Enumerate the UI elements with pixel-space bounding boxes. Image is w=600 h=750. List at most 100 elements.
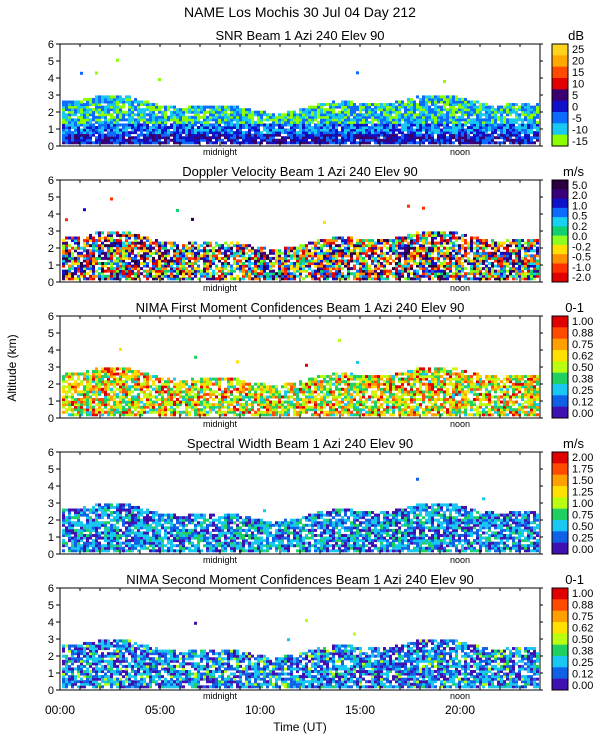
heatmap-cell: [167, 108, 170, 112]
heatmap-cell: [326, 103, 329, 107]
heatmap-cell: [65, 131, 68, 135]
heatmap-cell: [197, 133, 200, 137]
heatmap-cell: [296, 251, 299, 255]
heatmap-cell: [128, 267, 131, 271]
heatmap-cell: [449, 120, 452, 124]
heatmap-cell: [431, 269, 434, 273]
heatmap-cell: [392, 128, 395, 132]
heatmap-cell: [158, 78, 161, 82]
heatmap-cell: [137, 108, 140, 112]
heatmap-cell: [149, 254, 152, 258]
heatmap-cell: [491, 133, 494, 137]
heatmap-cell: [467, 115, 470, 119]
heatmap-cell: [74, 123, 77, 127]
heatmap-cell: [443, 259, 446, 263]
heatmap-cell: [194, 110, 197, 114]
heatmap-cell: [257, 126, 260, 129]
heatmap-cell: [371, 128, 374, 132]
heatmap-cell: [335, 131, 338, 135]
heatmap-cell: [401, 133, 404, 137]
heatmap-cell: [245, 131, 248, 135]
heatmap-cell: [335, 120, 338, 124]
heatmap-cell: [188, 126, 191, 129]
heatmap-cell: [410, 131, 413, 135]
heatmap-cell: [371, 120, 374, 124]
heatmap-cell: [116, 400, 119, 404]
heatmap-cell: [116, 58, 119, 62]
heatmap-cell: [494, 251, 497, 255]
heatmap-cell: [347, 105, 350, 109]
heatmap-cell: [224, 251, 227, 255]
heatmap-cell: [254, 138, 257, 142]
heatmap-cell: [515, 128, 518, 132]
heatmap-cell: [143, 100, 146, 104]
heatmap-cell: [344, 274, 347, 278]
heatmap-cell: [89, 136, 92, 140]
heatmap-cell: [62, 115, 65, 119]
heatmap-cell: [386, 123, 389, 127]
colorbar-label: -1.0: [572, 262, 591, 274]
heatmap-cell: [134, 113, 137, 117]
heatmap-cell: [203, 249, 206, 253]
heatmap-cell: [338, 110, 341, 114]
heatmap-cell: [530, 113, 533, 117]
heatmap-cell: [110, 254, 113, 258]
heatmap-cell: [383, 272, 386, 276]
heatmap-cell: [311, 269, 314, 273]
heatmap-cell: [533, 123, 536, 127]
heatmap-cell: [365, 136, 368, 140]
heatmap-cell: [65, 113, 68, 117]
heatmap-cell: [404, 113, 407, 117]
heatmap-cell: [380, 115, 383, 119]
heatmap-cell: [347, 236, 350, 240]
heatmap-cell: [269, 113, 272, 117]
heatmap-cell: [449, 136, 452, 140]
heatmap-cell: [80, 251, 83, 255]
heatmap-cell: [104, 123, 107, 127]
heatmap-cell: [515, 267, 518, 271]
heatmap-cell: [71, 395, 74, 399]
heatmap-cell: [449, 128, 452, 132]
heatmap-cell: [161, 246, 164, 250]
heatmap-cell: [95, 256, 98, 260]
heatmap-cell: [401, 136, 404, 140]
heatmap-cell: [281, 113, 284, 117]
heatmap-cell: [530, 269, 533, 273]
heatmap-cell: [476, 264, 479, 268]
heatmap-cell: [101, 264, 104, 268]
heatmap-cell: [107, 372, 110, 376]
heatmap-cell: [356, 244, 359, 248]
heatmap-cell: [74, 141, 77, 145]
heatmap-cell: [461, 239, 464, 243]
heatmap-cell: [404, 105, 407, 109]
heatmap-cell: [506, 128, 509, 132]
heatmap-cell: [404, 264, 407, 268]
heatmap-cell: [77, 262, 80, 265]
heatmap-cell: [428, 259, 431, 263]
heatmap-cell: [89, 108, 92, 112]
heatmap-cell: [494, 269, 497, 273]
heatmap-cell: [284, 128, 287, 132]
heatmap-cell: [473, 126, 476, 129]
heatmap-cell: [137, 277, 140, 281]
heatmap-cell: [329, 251, 332, 255]
heatmap-cell: [128, 272, 131, 276]
colorbar-swatch: [552, 207, 568, 218]
heatmap-cell: [212, 256, 215, 260]
heatmap-cell: [260, 110, 263, 114]
heatmap-cell: [446, 110, 449, 114]
heatmap-cell: [296, 126, 299, 129]
heatmap-cell: [176, 115, 179, 119]
heatmap-cell: [158, 272, 161, 276]
heatmap-cell: [446, 262, 449, 265]
heatmap-cell: [314, 269, 317, 273]
heatmap-cell: [497, 249, 500, 253]
heatmap-cell: [383, 264, 386, 268]
heatmap-cell: [194, 272, 197, 276]
heatmap-cell: [419, 249, 422, 253]
heatmap-cell: [68, 269, 71, 273]
heatmap-cell: [419, 262, 422, 265]
heatmap-cell: [344, 136, 347, 140]
heatmap-cell: [125, 113, 128, 117]
heatmap-cell: [68, 259, 71, 263]
